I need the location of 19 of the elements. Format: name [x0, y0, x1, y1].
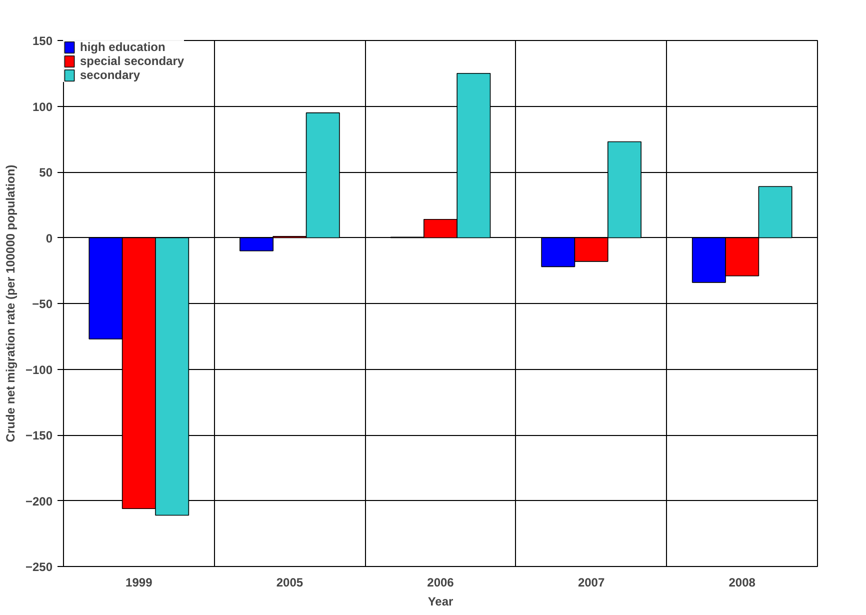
y-tick-label: 50 — [39, 166, 53, 180]
y-tick-label: 100 — [32, 100, 53, 114]
x-tick-label: 2006 — [427, 576, 454, 590]
x-axis-title: Year — [428, 594, 454, 608]
y-tick-label: −200 — [25, 494, 53, 508]
y-tick-label: −100 — [25, 362, 53, 377]
y-tick-label: −50 — [32, 297, 53, 311]
y-tick-label: 150 — [32, 34, 53, 48]
x-tick-label: 1999 — [126, 576, 153, 590]
legend-label: secondary — [80, 68, 140, 82]
y-tick-label: −150 — [25, 428, 53, 442]
x-tick-label: 2008 — [728, 576, 756, 590]
y-tick-label: 0 — [46, 231, 53, 246]
legend-label: high education — [80, 40, 166, 54]
x-tick-label: 2007 — [578, 576, 605, 590]
y-tick-label: −250 — [25, 560, 53, 574]
legend-label: special secondary — [80, 54, 184, 68]
x-tick-label: 2005 — [276, 576, 304, 590]
y-axis-title: Crude net migration rate (per 100000 population) — [3, 164, 18, 442]
